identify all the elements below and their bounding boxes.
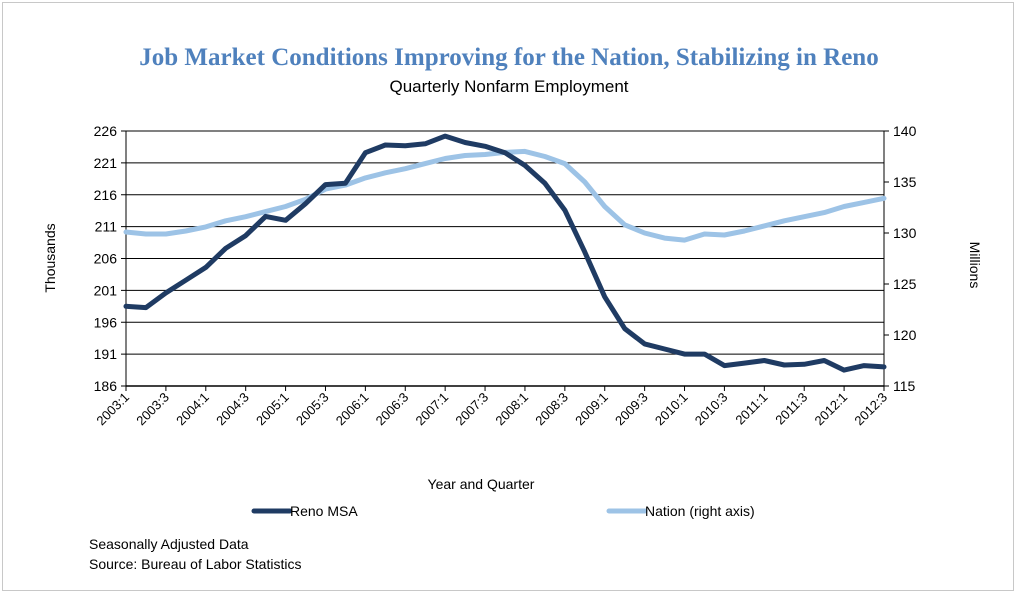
gridlines	[126, 130, 884, 387]
x-tick-label: 2004:3	[213, 390, 252, 429]
x-tick-label: 2012:1	[812, 390, 851, 429]
x-tick-label: 2010:1	[652, 390, 691, 429]
x-tick-label: 2005:1	[253, 390, 292, 429]
right-axis-label: Millions	[967, 242, 983, 289]
left-tick-label: 221	[94, 155, 118, 171]
right-tick-label: 120	[893, 327, 917, 343]
x-tick-label: 2003:3	[133, 390, 172, 429]
x-tick-label: 2010:3	[692, 390, 731, 429]
chart-title: Job Market Conditions Improving for the …	[139, 44, 879, 71]
right-tick-label: 115	[893, 378, 916, 394]
left-tick-label: 216	[94, 187, 118, 203]
right-tick-label: 130	[893, 225, 917, 241]
left-tick-label: 196	[94, 314, 118, 330]
x-tick-label: 2009:1	[572, 390, 611, 429]
chart-subtitle: Quarterly Nonfarm Employment	[389, 77, 629, 96]
right-axis-ticks: 140 135 130 125 120 115	[884, 123, 917, 394]
series-line-reno-msa	[123, 133, 887, 373]
x-tick-label: 2005:3	[293, 390, 332, 429]
left-axis-ticks: 226 221 216 211 206 201 196 191 186	[94, 123, 126, 394]
note-source: Source: Bureau of Labor Statistics	[89, 556, 302, 572]
left-tick-label: 211	[95, 219, 118, 235]
legend-label-reno: Reno MSA	[290, 503, 358, 519]
left-axis-label: Thousands	[42, 223, 58, 292]
x-axis-label: Year and Quarter	[428, 476, 535, 492]
left-tick-label: 191	[94, 346, 118, 362]
right-tick-label: 135	[893, 174, 917, 190]
legend: Reno MSA Nation (right axis)	[251, 503, 755, 519]
x-tick-label: 2009:3	[612, 390, 651, 429]
left-tick-label: 186	[94, 378, 118, 394]
x-tick-label: 2011:3	[772, 390, 810, 428]
left-tick-label: 201	[94, 282, 118, 298]
right-tick-label: 125	[893, 276, 917, 292]
legend-label-nation: Nation (right axis)	[645, 503, 755, 519]
right-tick-label: 140	[893, 123, 917, 139]
x-tick-label: 2003:1	[93, 390, 132, 429]
series-lines	[123, 133, 887, 373]
x-tick-label: 2011:1	[732, 390, 770, 428]
left-tick-label: 206	[94, 251, 118, 267]
left-tick-label: 226	[94, 123, 118, 139]
x-tick-label: 2007:3	[452, 390, 491, 429]
x-tick-label: 2006:3	[373, 390, 412, 429]
x-tick-label: 2006:1	[333, 390, 372, 429]
x-tick-label: 2012:3	[851, 390, 890, 429]
x-tick-label: 2008:3	[532, 390, 571, 429]
note-seasonal: Seasonally Adjusted Data	[89, 536, 249, 552]
chart-notes: Seasonally Adjusted Data Source: Bureau …	[89, 534, 301, 574]
x-axis-ticks: 2003:1 2003:3 2004:1 2004:3 2005:1 2005:3 2006…	[93, 386, 890, 428]
x-tick-label: 2007:1	[413, 390, 452, 429]
x-tick-label: 2004:1	[173, 390, 212, 429]
x-tick-label: 2008:1	[492, 390, 531, 429]
